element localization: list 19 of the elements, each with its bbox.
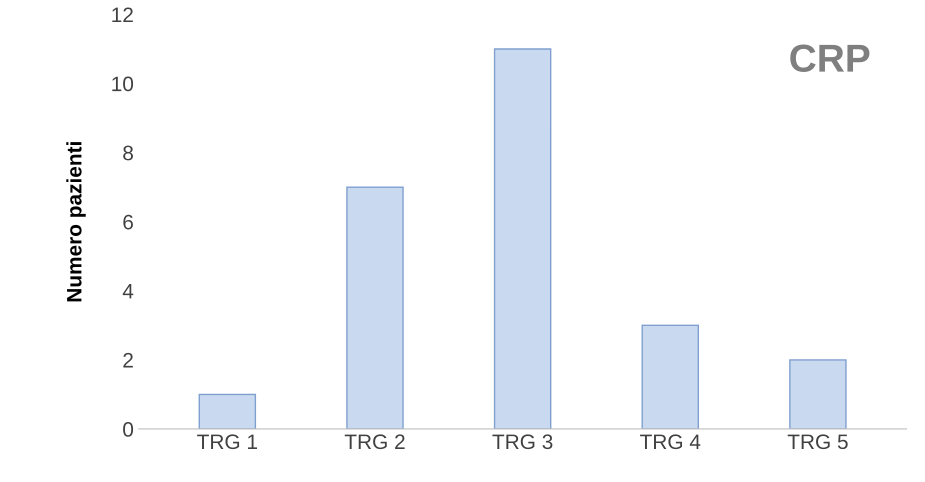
y-tick-label: 4 [122, 284, 134, 298]
y-tick-label: 8 [123, 146, 133, 160]
y-tick-label: 12 [112, 7, 133, 22]
y-tick-label: 2 [123, 352, 133, 368]
text: CRP [790, 44, 870, 72]
x-tick-label: TRG 3 [492, 434, 552, 450]
x-tick-label: TRG 2 [344, 434, 405, 450]
x-tick-label: TRG 4 [640, 434, 700, 450]
bar [198, 394, 256, 429]
bar [346, 186, 404, 429]
bar [494, 48, 552, 429]
bar [789, 359, 847, 429]
y-tick-label: 0 [123, 422, 134, 437]
x-tick-label: TRG 5 [788, 434, 848, 450]
x-tick-label: TRG 1 [197, 434, 257, 450]
y-tick-label: 6 [123, 214, 133, 230]
bar [642, 324, 700, 429]
y-axis-title: Numero pazienti [66, 142, 86, 302]
y-tick-label: 10 [112, 76, 134, 92]
